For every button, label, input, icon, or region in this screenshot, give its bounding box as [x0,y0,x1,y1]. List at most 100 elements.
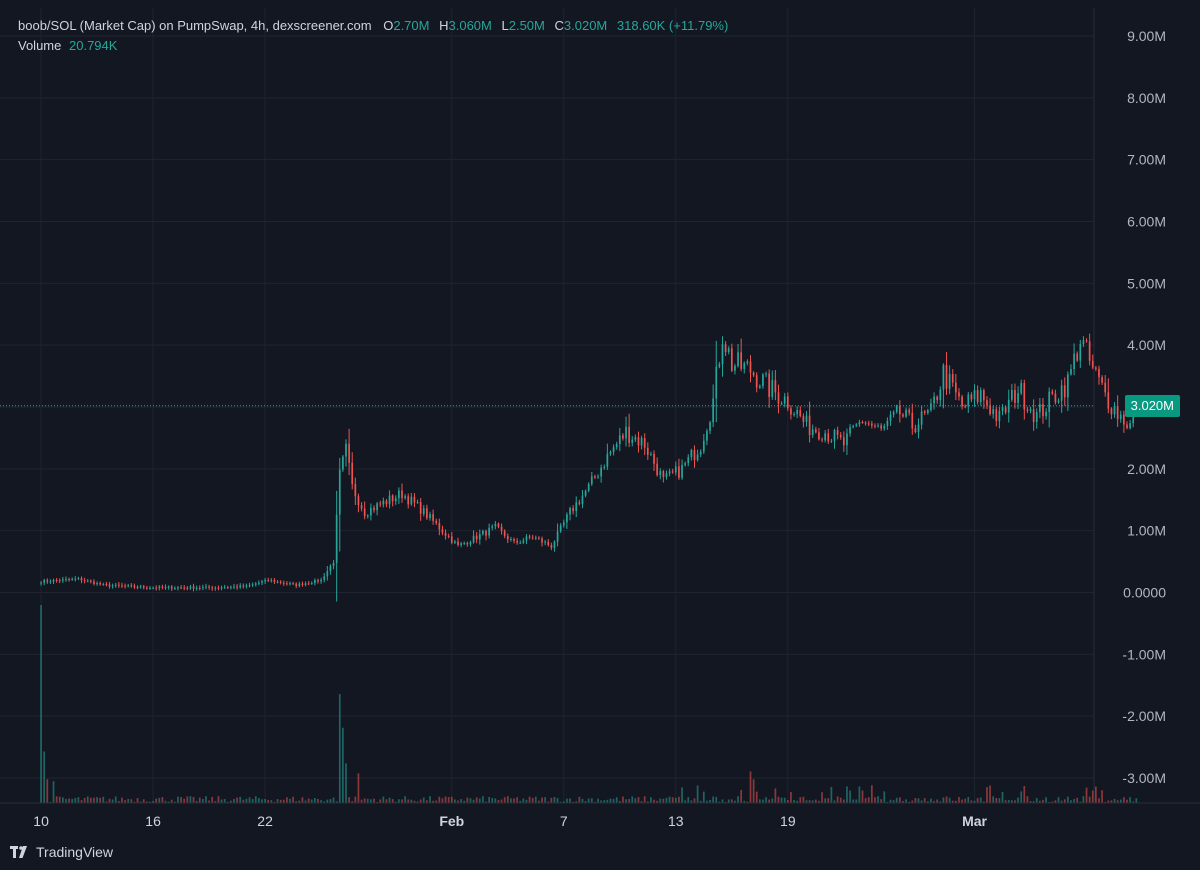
volume-bar [578,796,581,803]
candle-body [852,425,855,428]
volume-bar [790,792,792,803]
volume-bar [472,799,475,803]
volume-bar [718,801,721,803]
candle-body [867,423,870,425]
volume-bar [886,801,889,803]
time-axis[interactable]: 10 16 22 Feb 7 13 19 Mar [33,813,987,829]
candle-body [967,394,970,407]
candle-body [737,352,739,366]
candle-body [665,473,668,477]
volume-bar [167,801,170,803]
volume-bar [258,798,260,803]
volume-bar [68,798,70,803]
candle-body [164,586,167,588]
volume-bar [867,797,870,803]
volume-bar [740,789,743,803]
volume-bar [1039,800,1041,803]
candle-body [671,471,674,473]
volume-bar [503,797,506,803]
volume-bar [765,797,767,803]
candle-body [578,502,581,504]
candle-body [454,541,456,543]
candle-body [357,496,360,506]
candle-body [522,540,525,543]
volume-bar [510,798,512,803]
volume-bar [522,798,525,803]
candle-body [192,586,195,589]
tradingview-brand[interactable]: TradingView [10,844,113,860]
candle-body [724,344,727,353]
candle-body [326,570,329,577]
candle-body [307,583,310,585]
volume-bar [880,799,883,803]
candle-body [917,424,920,433]
volume-bar [1035,798,1038,803]
volume-bar [488,797,490,803]
volume-bar [323,801,326,803]
volume-bar [345,763,347,803]
volume-bar [177,796,179,803]
candle-body [625,426,627,439]
candle-body [637,437,640,446]
volume-bar [1007,799,1010,803]
volume-bar [1026,796,1029,803]
candle-body [58,580,61,582]
volume-bar [706,800,708,803]
volume-bar [149,801,151,803]
candle-body [973,390,976,400]
y-tick-label: 8.00M [1127,90,1166,106]
candle-body [410,496,413,505]
volume-bar [908,801,911,803]
volume-bar [1011,800,1013,803]
candle-body [295,583,298,587]
volume-bar [416,801,419,803]
volume-bar [559,801,562,803]
candle-body [740,352,743,369]
candle-body [874,425,876,427]
candle-body [547,541,550,546]
candle-body [466,543,469,545]
volume-bar [1107,800,1110,803]
volume-bar [849,790,851,803]
candle-body [849,427,851,434]
candle-body [1020,383,1023,394]
volume-bar [444,796,447,803]
volume-bar [270,800,273,803]
volume-bar [1020,791,1023,803]
volume-bar [905,799,907,803]
candle-body [202,587,204,589]
volume-bar [818,800,820,803]
candle-body [394,498,397,502]
candle-body [494,523,497,527]
volume-bar [979,797,982,803]
candle-body [528,536,531,538]
candle-body [195,587,198,589]
volume-bar [1042,799,1044,803]
close-value: 3.020M [563,18,608,33]
volume-bar [690,800,693,803]
candles [40,333,1138,602]
volume-bar [696,785,699,803]
volume-bar [40,605,42,803]
symbol-title[interactable]: boob/SOL (Market Cap) on PumpSwap, 4h, d… [18,18,372,33]
candle-body [743,363,746,369]
volume-bar [404,796,406,803]
candle-body [1051,391,1054,394]
volume-bar [752,779,755,803]
candle-body [839,434,842,438]
volume-bar [737,796,739,803]
volume-bar [1067,796,1069,803]
candle-body [114,584,117,586]
volume-bar [310,799,313,803]
candle-body [127,585,130,587]
candle-body [220,587,223,589]
candle-body [1126,424,1128,429]
volume-bar [289,798,291,803]
candle-body [435,520,438,524]
volume-bar [628,799,630,803]
volume-bar [519,800,522,803]
volume-bar [659,798,662,803]
candle-body [939,389,942,401]
volume-bar [382,796,385,803]
